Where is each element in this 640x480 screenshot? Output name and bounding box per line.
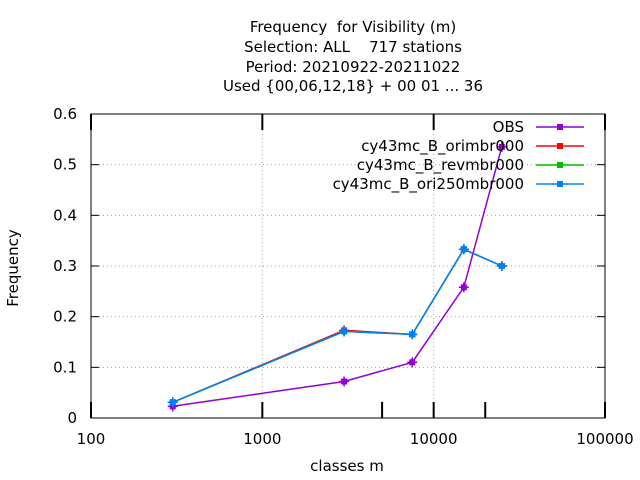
y-tick-label: 0.4 [53, 206, 77, 224]
chart-title-line-1: Frequency for Visibility (m) [249, 18, 457, 36]
chart-title-line-2: Selection: ALL 717 stations [244, 38, 462, 56]
x-axis-label: classes m [310, 457, 384, 475]
series-line [172, 248, 503, 403]
legend-entry: cy43mc_B_revmbr000 [357, 156, 584, 175]
legend-marker [557, 162, 563, 168]
data-point-cross [407, 329, 418, 340]
y-tick-label: 0.2 [53, 308, 77, 326]
y-tick-label: 0.3 [53, 257, 77, 275]
legend-entry: cy43mc_B_orimbr000 [361, 137, 584, 156]
legend-entry: OBS [493, 118, 584, 136]
x-tick-label: 10000 [410, 430, 458, 448]
data-point-cross [496, 261, 507, 271]
y-tick-label: 0 [67, 409, 77, 427]
y-tick-label: 0.5 [53, 156, 77, 174]
data-point-cross [496, 141, 507, 152]
x-tick-label: 100000 [576, 430, 633, 448]
series-line [172, 248, 503, 403]
x-tick-label: 1000 [243, 430, 281, 448]
data-point-cross [458, 282, 469, 293]
legend-marker [557, 143, 563, 149]
legend-entry: cy43mc_B_ori250mbr000 [333, 175, 584, 194]
legend-marker [557, 181, 563, 187]
legend-label: OBS [493, 118, 524, 136]
y-axis-label: Frequency [4, 229, 22, 307]
series [167, 141, 507, 412]
series-cy43mc_B_ori250mbr000 [167, 244, 507, 408]
y-tick-label: 0.6 [53, 105, 77, 123]
chart-title-line-4: Used {00,06,12,18} + 00 01 ... 36 [222, 77, 484, 95]
axes: 0 0.1 0.2 0.3 0.4 0.5 0.6 100 1000 10000 100000 [53, 105, 633, 448]
grid [91, 114, 605, 418]
legend-label: cy43mc_B_revmbr000 [357, 156, 524, 175]
legend: OBScy43mc_B_orimbr000cy43mc_B_revmbr000c… [333, 118, 584, 194]
data-point-cross [339, 376, 350, 387]
data-point-cross [458, 244, 469, 255]
y-tick-label: 0.1 [53, 358, 77, 376]
legend-marker [557, 124, 563, 130]
x-tick-label: 100 [77, 430, 106, 448]
legend-label: cy43mc_B_orimbr000 [361, 137, 524, 156]
chart-title-line-3: Period: 20210922-20211022 [245, 58, 461, 76]
data-point-cross [407, 357, 418, 368]
legend-label: cy43mc_B_ori250mbr000 [333, 175, 524, 194]
data-point-cross [167, 397, 178, 408]
data-point-cross [339, 326, 350, 337]
series-line [172, 248, 503, 403]
